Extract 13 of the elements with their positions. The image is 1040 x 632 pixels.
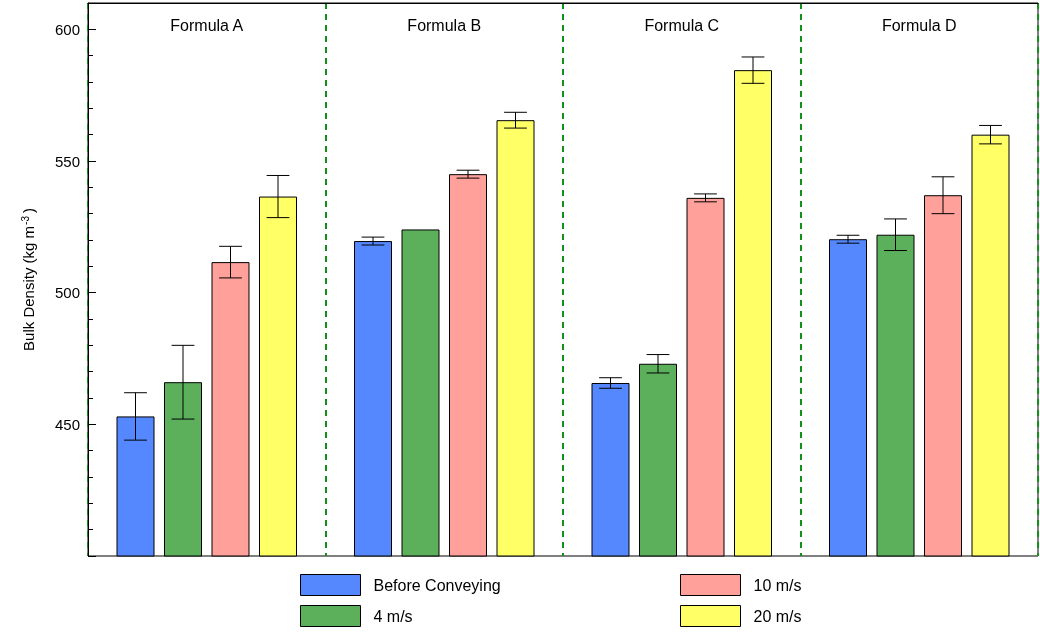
y-axis-title: Bulk Density (kg m-3) — [19, 208, 37, 351]
x-tick-label: Formula B — [407, 16, 482, 34]
legend-label: 4 m/s — [373, 607, 413, 625]
legend-label: 10 m/s — [753, 576, 802, 594]
y-tick-label: 600 — [54, 20, 80, 38]
legend-label: Before Conveying — [373, 576, 501, 594]
legend-label: 20 m/s — [753, 607, 802, 625]
y-tick-label: 500 — [54, 284, 80, 302]
x-tick-label: Formula D — [881, 16, 957, 34]
x-tick-label: Formula A — [170, 16, 244, 34]
y-tick-label: 450 — [54, 415, 80, 433]
x-tick-label: Formula C — [644, 16, 720, 34]
y-tick-label: 550 — [54, 152, 80, 170]
